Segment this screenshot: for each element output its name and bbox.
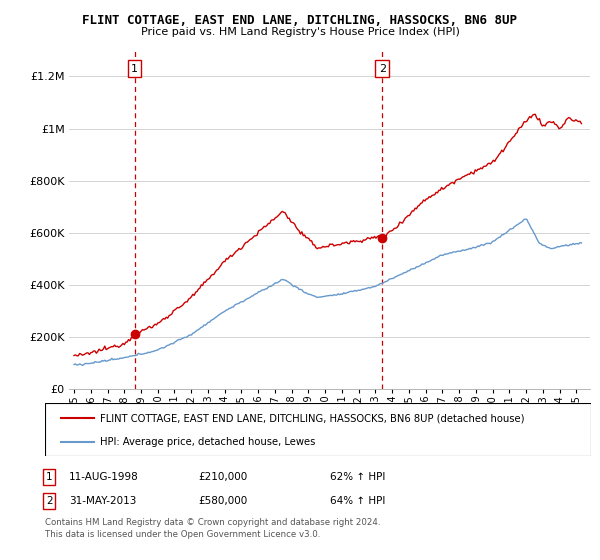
Text: £210,000: £210,000 [198,472,247,482]
Text: 1: 1 [46,472,53,482]
Text: This data is licensed under the Open Government Licence v3.0.: This data is licensed under the Open Gov… [45,530,320,539]
Text: FLINT COTTAGE, EAST END LANE, DITCHLING, HASSOCKS, BN6 8UP: FLINT COTTAGE, EAST END LANE, DITCHLING,… [83,14,517,27]
Text: 2: 2 [46,496,53,506]
Text: 31-MAY-2013: 31-MAY-2013 [69,496,136,506]
Text: £580,000: £580,000 [198,496,247,506]
Text: 64% ↑ HPI: 64% ↑ HPI [330,496,385,506]
Text: 62% ↑ HPI: 62% ↑ HPI [330,472,385,482]
Text: HPI: Average price, detached house, Lewes: HPI: Average price, detached house, Lewe… [100,436,315,446]
Text: Contains HM Land Registry data © Crown copyright and database right 2024.: Contains HM Land Registry data © Crown c… [45,518,380,527]
Text: 2: 2 [379,64,386,74]
Text: FLINT COTTAGE, EAST END LANE, DITCHLING, HASSOCKS, BN6 8UP (detached house): FLINT COTTAGE, EAST END LANE, DITCHLING,… [100,413,524,423]
FancyBboxPatch shape [45,403,591,456]
Text: 1: 1 [131,64,138,74]
Text: Price paid vs. HM Land Registry's House Price Index (HPI): Price paid vs. HM Land Registry's House … [140,27,460,37]
Text: 11-AUG-1998: 11-AUG-1998 [69,472,139,482]
